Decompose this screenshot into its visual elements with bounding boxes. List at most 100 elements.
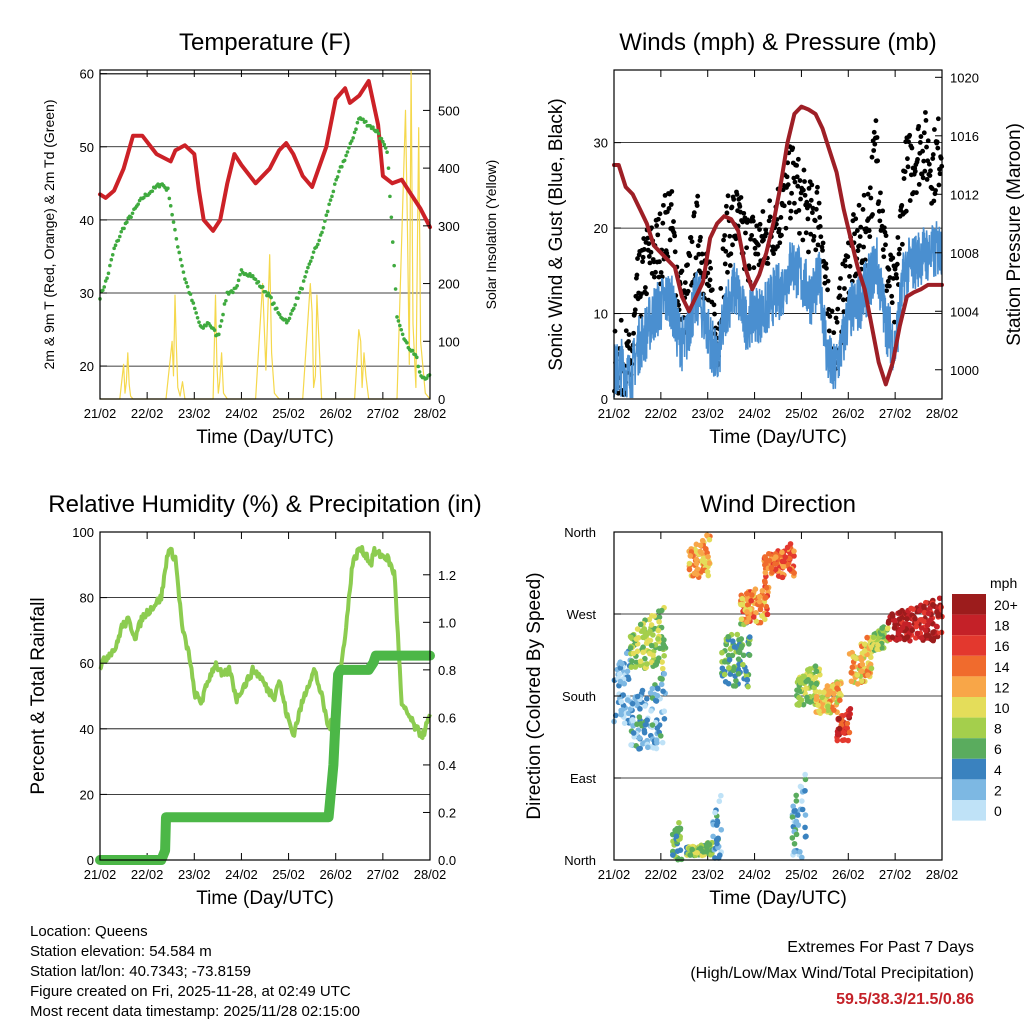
- gust-point: [840, 297, 846, 303]
- direction-point: [719, 665, 726, 672]
- gust-point: [795, 183, 801, 189]
- gust-point: [923, 118, 929, 123]
- extremes-legend: (High/Low/Max Wind/Total Precipitation): [690, 965, 974, 982]
- dewpoint-point: [118, 234, 122, 239]
- location-label: Location: Queens: [30, 923, 148, 940]
- direction-point: [697, 548, 704, 555]
- gust-point: [820, 240, 826, 246]
- gust-point: [806, 185, 812, 191]
- x-tick-label: 23/02: [691, 867, 724, 882]
- colorbar-label: 0: [994, 803, 1002, 819]
- gust-point: [741, 210, 747, 216]
- dewpoint-point: [174, 237, 179, 241]
- direction-point: [745, 683, 751, 690]
- direction-point: [734, 631, 741, 638]
- dewpoint-point: [307, 262, 312, 266]
- direction-point: [753, 618, 760, 625]
- direction-point: [649, 722, 656, 728]
- direction-point: [641, 626, 648, 632]
- x-tick-label: 23/02: [178, 406, 211, 421]
- direction-point: [710, 833, 716, 840]
- gust-point: [936, 182, 942, 188]
- direction-point: [756, 598, 763, 605]
- gust-point: [872, 141, 878, 147]
- gust-point: [923, 110, 928, 115]
- gust-point: [857, 234, 863, 239]
- direction-point: [652, 662, 659, 668]
- dewpoint-point: [263, 289, 268, 294]
- dewpoint-point: [381, 139, 385, 144]
- direction-point: [865, 672, 871, 678]
- y-axis-label: Percent & Total Rainfall: [28, 597, 49, 794]
- dewpoint-point: [296, 296, 300, 301]
- gust-point: [667, 237, 673, 243]
- dewpoint-point: [398, 323, 402, 328]
- gust-point: [802, 179, 807, 184]
- dewpoint-point: [310, 255, 314, 260]
- direction-point: [834, 681, 841, 687]
- gust-point: [825, 287, 830, 293]
- gust-point: [623, 328, 629, 334]
- direction-point: [927, 616, 934, 623]
- gust-point: [632, 307, 638, 313]
- gust-point: [788, 215, 793, 221]
- direction-point: [739, 643, 745, 649]
- direction-point: [620, 692, 626, 698]
- direction-point: [744, 609, 750, 615]
- direction-point: [896, 636, 903, 642]
- gust-point: [634, 272, 640, 278]
- direction-point: [629, 658, 635, 664]
- direction-point: [640, 649, 646, 656]
- direction-point: [704, 532, 710, 539]
- gust-point: [817, 224, 823, 229]
- dewpoint-point: [395, 315, 399, 319]
- y-axis-label: Direction (Colored By Speed): [524, 572, 545, 819]
- direction-point: [654, 685, 661, 691]
- direction-point: [656, 614, 663, 620]
- gust-point: [646, 241, 652, 247]
- dewpoint-point: [415, 355, 419, 360]
- direction-point: [743, 590, 750, 597]
- gust-point: [707, 277, 713, 283]
- y-axis-label: Sonic Wind & Gust (Blue, Black): [546, 98, 567, 370]
- direction-point: [914, 630, 921, 637]
- direction-point: [618, 711, 625, 718]
- gust-point: [808, 231, 814, 237]
- gust-point: [812, 218, 818, 224]
- direction-point: [800, 701, 807, 708]
- direction-point: [799, 806, 806, 813]
- chart-panel-1: Winds (mph) & Pressure (mb) 21/02 22/02 23/…: [546, 29, 1024, 448]
- direction-point: [781, 558, 787, 565]
- y-tick-label: 60: [80, 67, 94, 82]
- gust-point: [794, 174, 800, 180]
- direction-point: [730, 683, 737, 689]
- gust-point: [858, 224, 864, 230]
- dewpoint-point: [399, 328, 404, 332]
- direction-point: [804, 694, 810, 701]
- direction-point: [746, 652, 753, 658]
- y2-axis-label: Station Pressure (Maroon): [1004, 123, 1024, 346]
- gust-point: [800, 237, 806, 243]
- dewpoint-point: [260, 284, 265, 289]
- dewpoint-point: [197, 320, 201, 325]
- gust-point: [755, 251, 761, 257]
- colorbar-swatch: [952, 758, 986, 780]
- dewpoint-point: [371, 125, 375, 129]
- recent-timestamp-label: Most recent data timestamp: 2025/11/28 0…: [30, 1003, 360, 1020]
- dewpoint-point: [239, 268, 244, 272]
- gust-point: [691, 210, 697, 216]
- direction-point: [793, 831, 800, 838]
- direction-point: [834, 685, 840, 692]
- direction-point: [716, 852, 723, 859]
- direction-point: [786, 566, 793, 573]
- direction-point: [655, 636, 661, 642]
- x-tick-label: 26/02: [319, 867, 352, 882]
- direction-point: [923, 632, 929, 639]
- gust-point: [852, 231, 857, 237]
- direction-point: [908, 605, 914, 612]
- direction-point: [847, 705, 854, 712]
- gust-point: [658, 270, 664, 275]
- dewpoint-point: [184, 280, 189, 285]
- gust-point: [657, 211, 663, 217]
- direction-point: [868, 665, 875, 672]
